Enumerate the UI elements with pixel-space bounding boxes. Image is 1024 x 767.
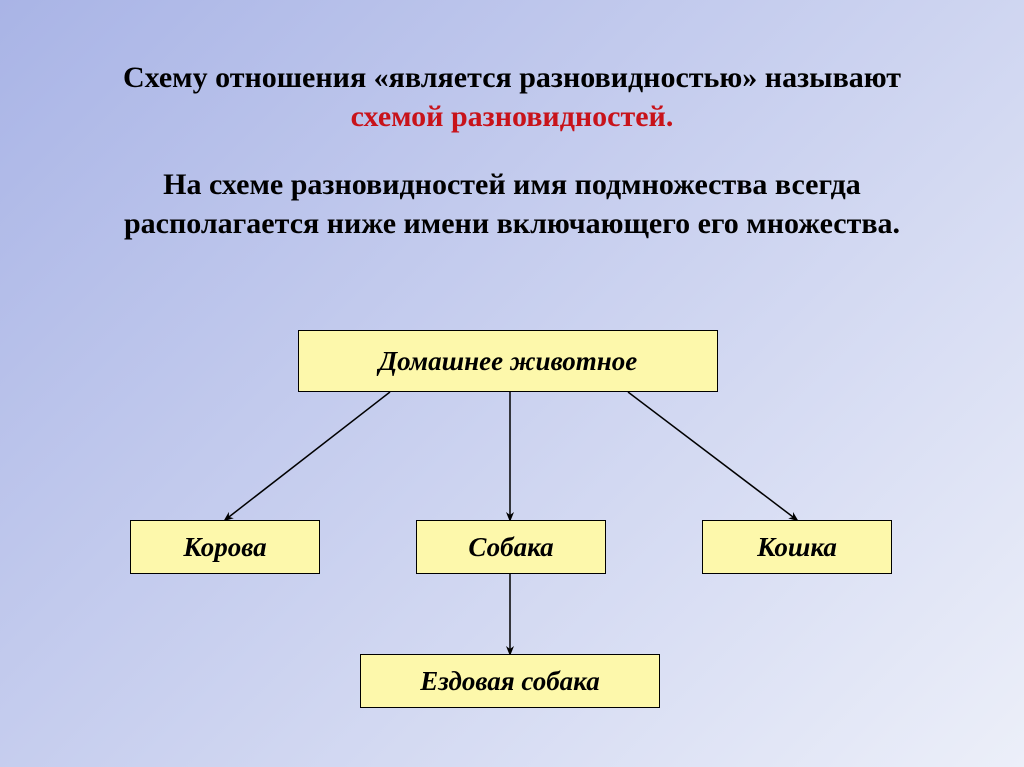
edge-root-cow [225,392,390,520]
heading-block-2: На схеме разновидностей имя подмножества… [122,165,902,243]
node-cow: Корова [130,520,320,574]
node-root: Домашнее животное [298,330,718,392]
node-dog: Собака [416,520,606,574]
heading-line1-highlight: схемой разновидностей. [351,100,674,133]
heading-line1-prefix: Схему отношения «является разновидностью… [123,61,901,94]
edge-root-cat [628,392,797,520]
slide: Схему отношения «является разновидностью… [0,0,1024,767]
node-sled: Ездовая собака [360,654,660,708]
node-cat: Кошка [702,520,892,574]
heading-block-1: Схему отношения «является разновидностью… [82,58,942,136]
